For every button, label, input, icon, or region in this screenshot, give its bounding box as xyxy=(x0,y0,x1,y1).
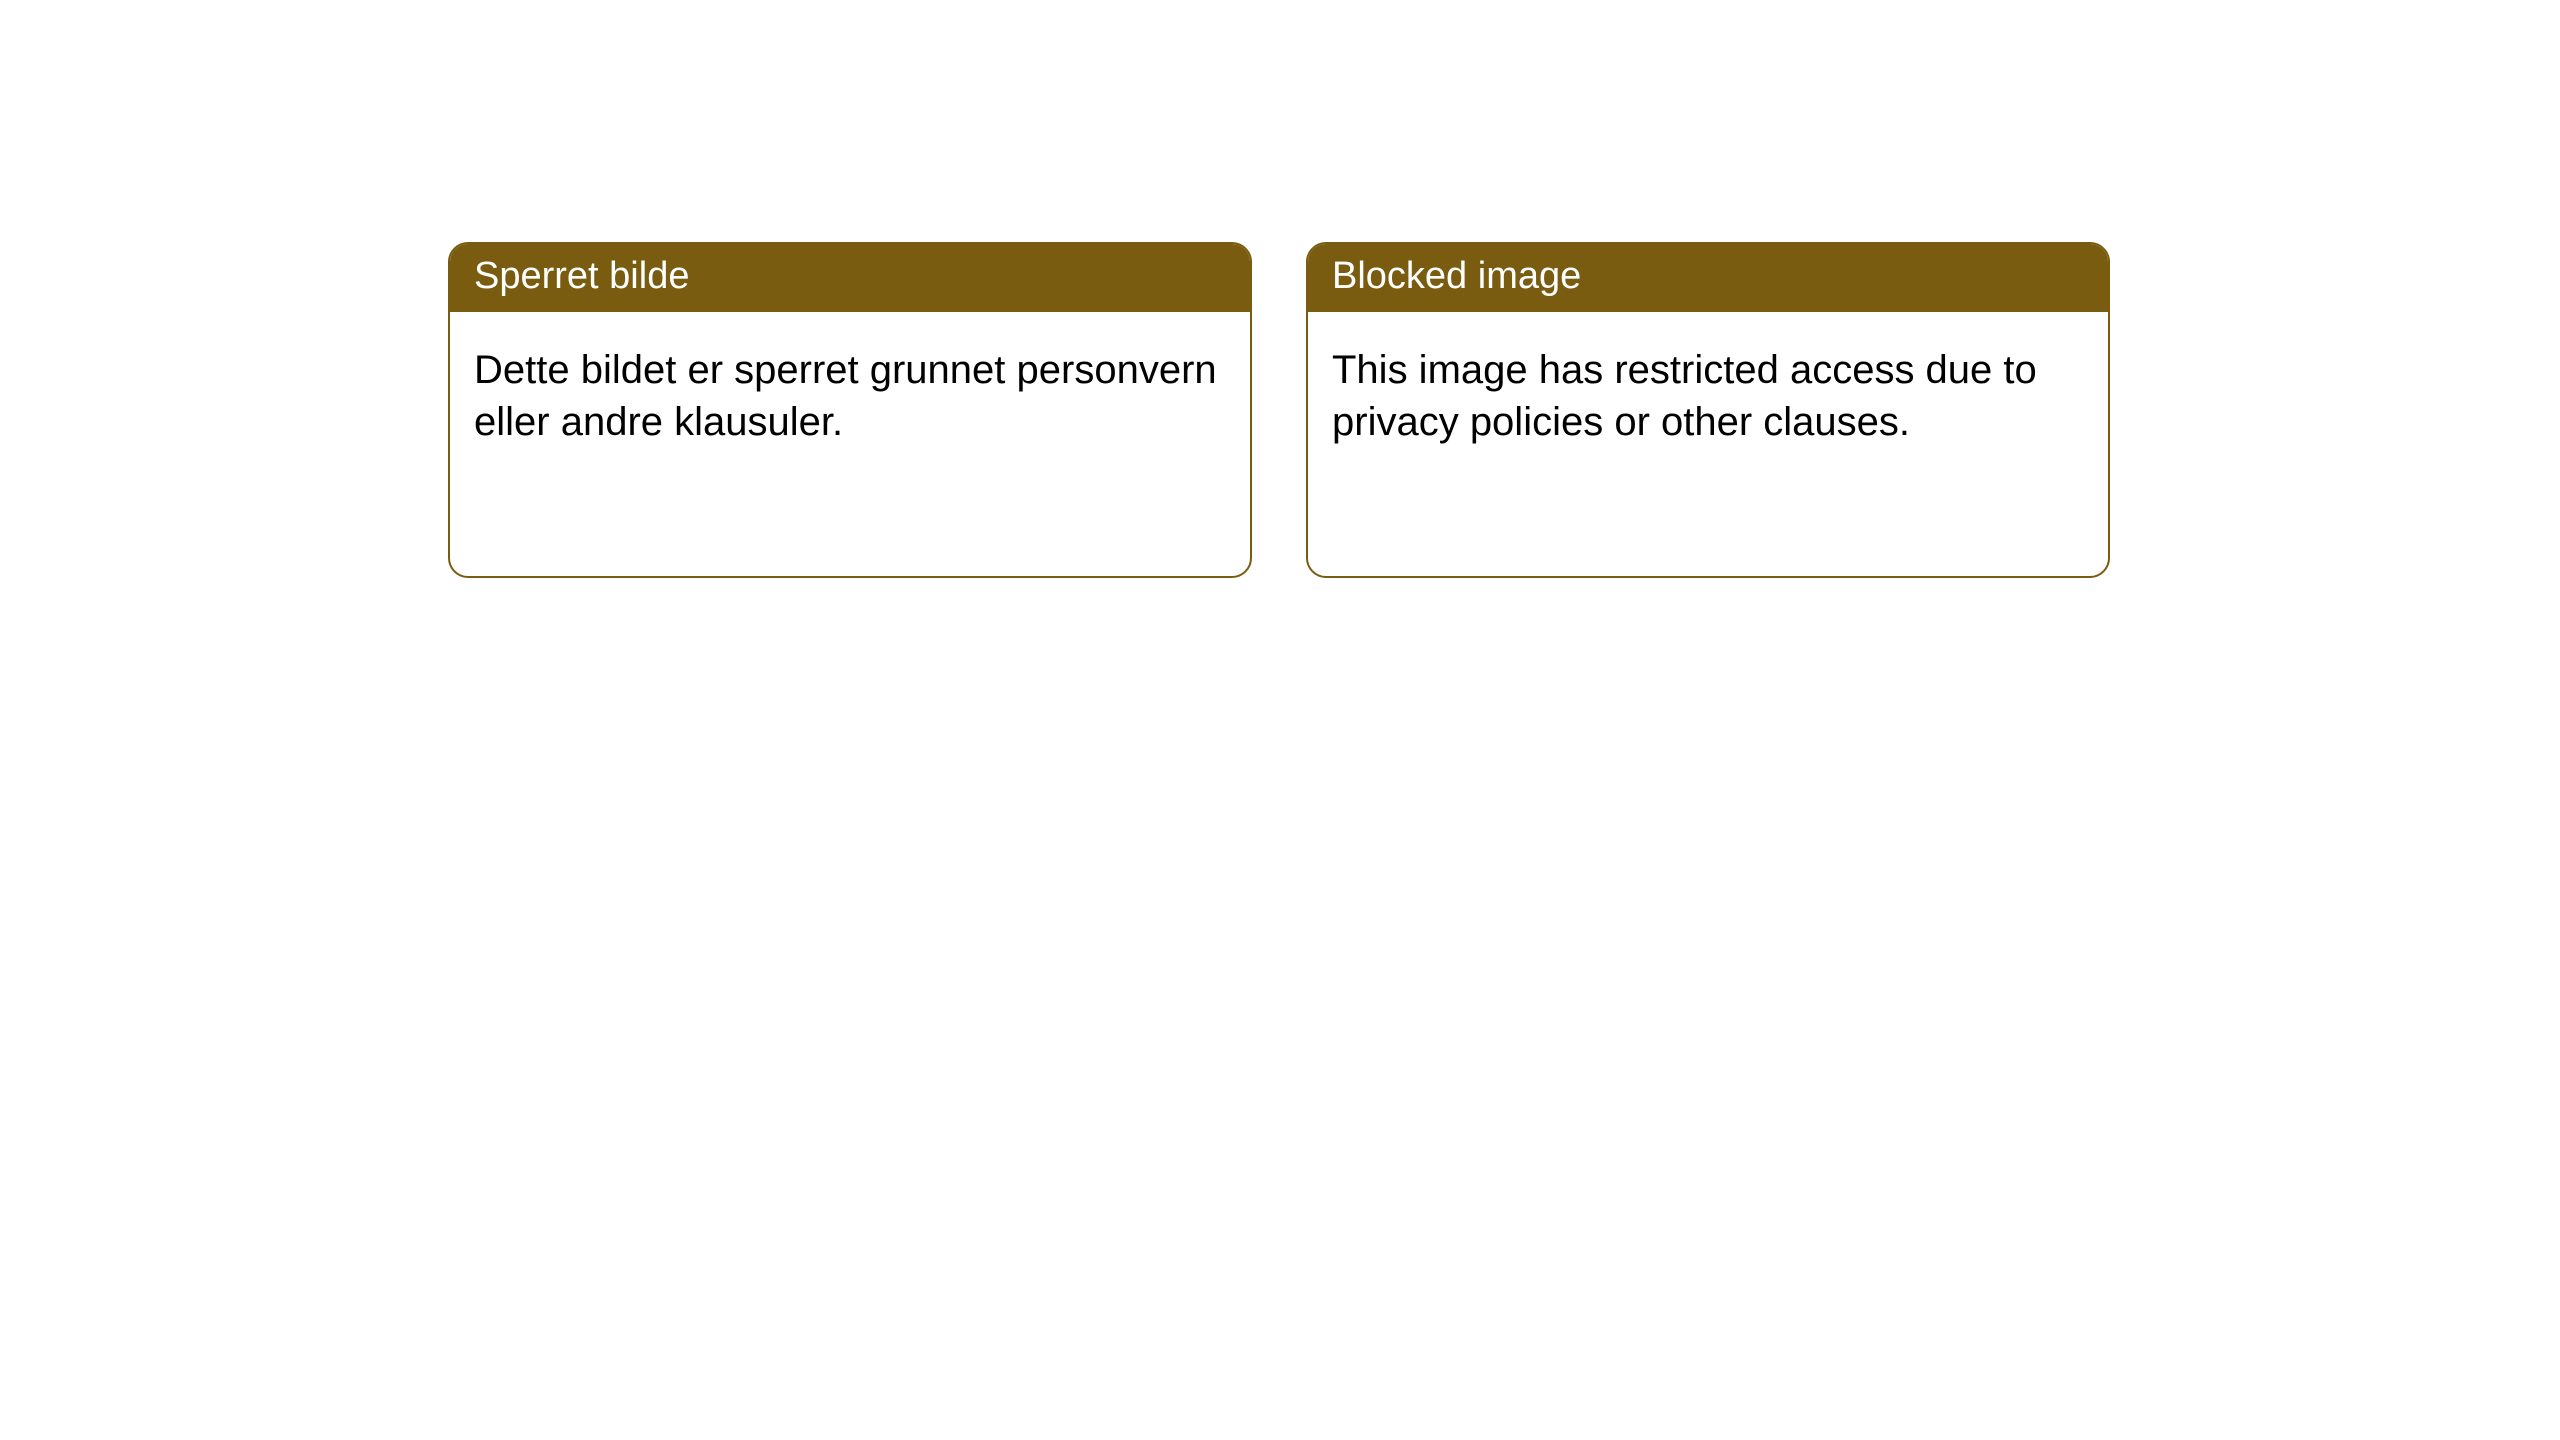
notice-card-en: Blocked image This image has restricted … xyxy=(1306,242,2110,578)
notice-body-no: Dette bildet er sperret grunnet personve… xyxy=(450,312,1250,474)
notice-body-en: This image has restricted access due to … xyxy=(1308,312,2108,474)
notice-card-no: Sperret bilde Dette bildet er sperret gr… xyxy=(448,242,1252,578)
notice-title-en: Blocked image xyxy=(1308,244,2108,312)
notice-title-no: Sperret bilde xyxy=(450,244,1250,312)
notice-container: Sperret bilde Dette bildet er sperret gr… xyxy=(0,0,2560,578)
